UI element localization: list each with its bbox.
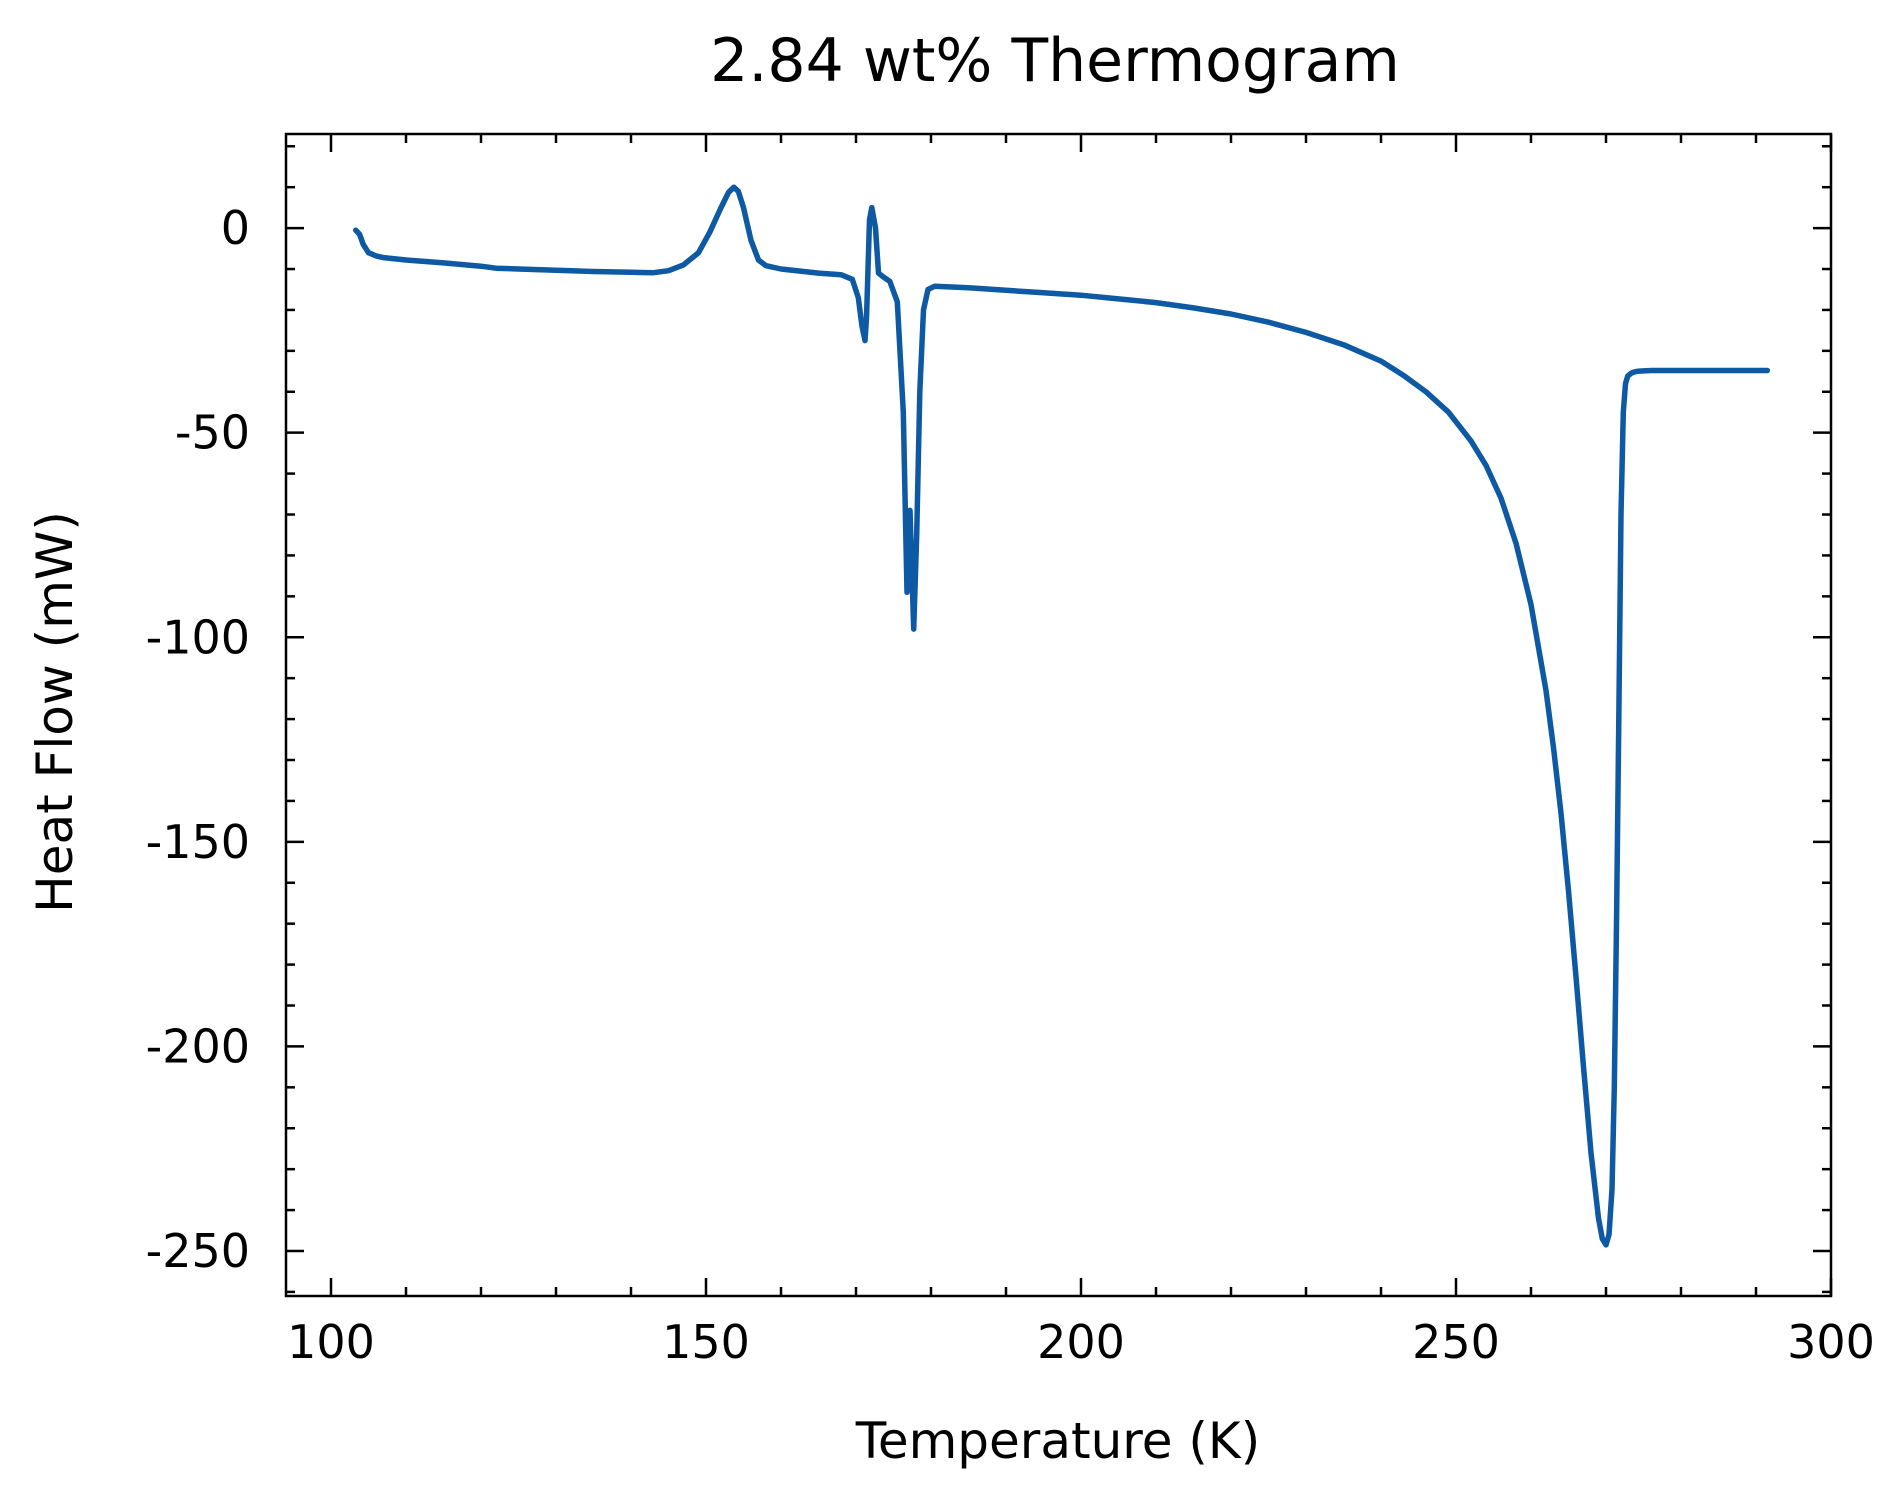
chart-title: 2.84 wt% Thermogram <box>710 26 1400 96</box>
x-tick-label: 150 <box>662 1315 750 1369</box>
heat-flow-line <box>353 184 1771 1248</box>
x-tick-label: 200 <box>1037 1315 1125 1369</box>
x-axis-label: Temperature (K) <box>855 1412 1260 1470</box>
x-tick-label: 300 <box>1787 1315 1875 1369</box>
y-tick-label: 0 <box>221 201 250 255</box>
y-tick-label: -50 <box>175 406 250 460</box>
x-tick-label: 100 <box>287 1315 375 1369</box>
y-tick-label: -150 <box>146 815 250 869</box>
series-layer <box>353 184 1771 1248</box>
y-tick-label: -200 <box>146 1019 250 1073</box>
y-tick-label: -250 <box>146 1224 250 1278</box>
tick-labels-layer: 100 150 200 250 300 0 -50 -100 -150 -200 -250 <box>146 201 1875 1369</box>
plot-frame <box>284 132 1833 1298</box>
y-tick-label: -100 <box>146 610 250 664</box>
y-axis-label: Heat Flow (mW) <box>26 511 84 913</box>
ticks-layer <box>286 134 1833 1296</box>
x-tick-label: 250 <box>1412 1315 1500 1369</box>
